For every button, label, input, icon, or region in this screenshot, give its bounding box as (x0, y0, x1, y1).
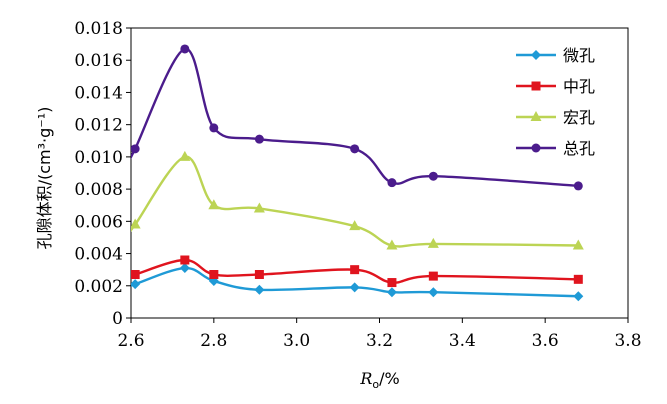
data-point (572, 239, 584, 250)
data-point (209, 270, 219, 279)
y-tick-label: 0.002 (74, 277, 123, 297)
data-point (573, 181, 583, 191)
x-tick-label: 2.6 (117, 331, 144, 351)
legend-marker (531, 143, 541, 153)
x-tick-label: 3.0 (283, 331, 310, 351)
data-point (180, 255, 190, 265)
data-point (209, 123, 219, 133)
y-tick-label: 0.006 (74, 212, 123, 232)
x-axis-title-sub: o (372, 378, 379, 391)
y-tick-label: 0 (112, 309, 123, 329)
x-tick-label: 2.8 (200, 331, 227, 351)
data-point (387, 278, 397, 288)
y-tick-label: 0.016 (74, 51, 123, 71)
y-tick-label: 0.010 (74, 148, 123, 168)
data-point (349, 282, 360, 293)
x-axis-title: Ro/% (359, 369, 399, 391)
y-tick-label: 0.018 (74, 19, 123, 39)
data-point (350, 144, 360, 154)
series-line (131, 155, 579, 248)
x-tick-label: 3.6 (532, 331, 559, 351)
data-point (131, 144, 140, 154)
series-layer (131, 44, 584, 302)
data-point (180, 44, 190, 54)
legend-marker (530, 111, 542, 121)
legend-item: 中孔 (516, 77, 595, 96)
legend-marker (531, 81, 541, 91)
data-point (131, 218, 141, 229)
data-point (387, 178, 397, 188)
x-tick-label: 3.4 (449, 331, 476, 351)
x-axis-title-main: R (359, 369, 372, 388)
data-point (428, 287, 439, 298)
legend-label: 中孔 (563, 77, 595, 96)
axes: 2.6 2.8 3.0 3.2 3.4 3.6 3.8 0 0.002 0.004 0.006 0.0… (74, 19, 641, 351)
legend-item: 宏孔 (516, 108, 595, 127)
legend-label: 总孔 (563, 139, 595, 158)
y-tick-label: 0.008 (74, 180, 123, 200)
legend-item: 微孔 (516, 46, 595, 65)
data-point (208, 199, 220, 210)
series-2 (131, 150, 584, 250)
data-point (131, 270, 140, 279)
data-point (254, 270, 264, 279)
data-point (386, 239, 398, 250)
x-tick-label: 3.8 (614, 331, 641, 351)
legend-marker (531, 50, 541, 60)
data-point (131, 279, 141, 290)
data-point (428, 171, 438, 181)
legend-label: 微孔 (563, 46, 595, 65)
data-point (386, 287, 397, 298)
plot-frame (130, 27, 629, 319)
data-point (179, 263, 190, 274)
data-point (573, 274, 583, 284)
data-point (349, 220, 361, 231)
data-point (350, 265, 360, 275)
series-1 (131, 255, 583, 288)
data-point (573, 291, 584, 302)
x-tick-label: 3.2 (366, 331, 393, 351)
y-axis-title: 孔隙体积/(cm³·g⁻¹) (35, 107, 54, 250)
series-line (131, 47, 579, 188)
legend-item: 总孔 (516, 139, 595, 158)
data-point (254, 284, 265, 295)
data-point (254, 134, 264, 144)
y-tick-label: 0.014 (74, 83, 123, 103)
data-point (427, 237, 439, 248)
data-point (179, 150, 191, 161)
data-point (428, 271, 438, 281)
x-axis-title-unit: /% (379, 369, 400, 388)
legend-label: 宏孔 (563, 108, 595, 127)
y-tick-label: 0.012 (74, 116, 123, 136)
data-point (253, 202, 265, 213)
y-tick-label: 0.004 (74, 245, 123, 265)
series-3 (131, 44, 583, 191)
